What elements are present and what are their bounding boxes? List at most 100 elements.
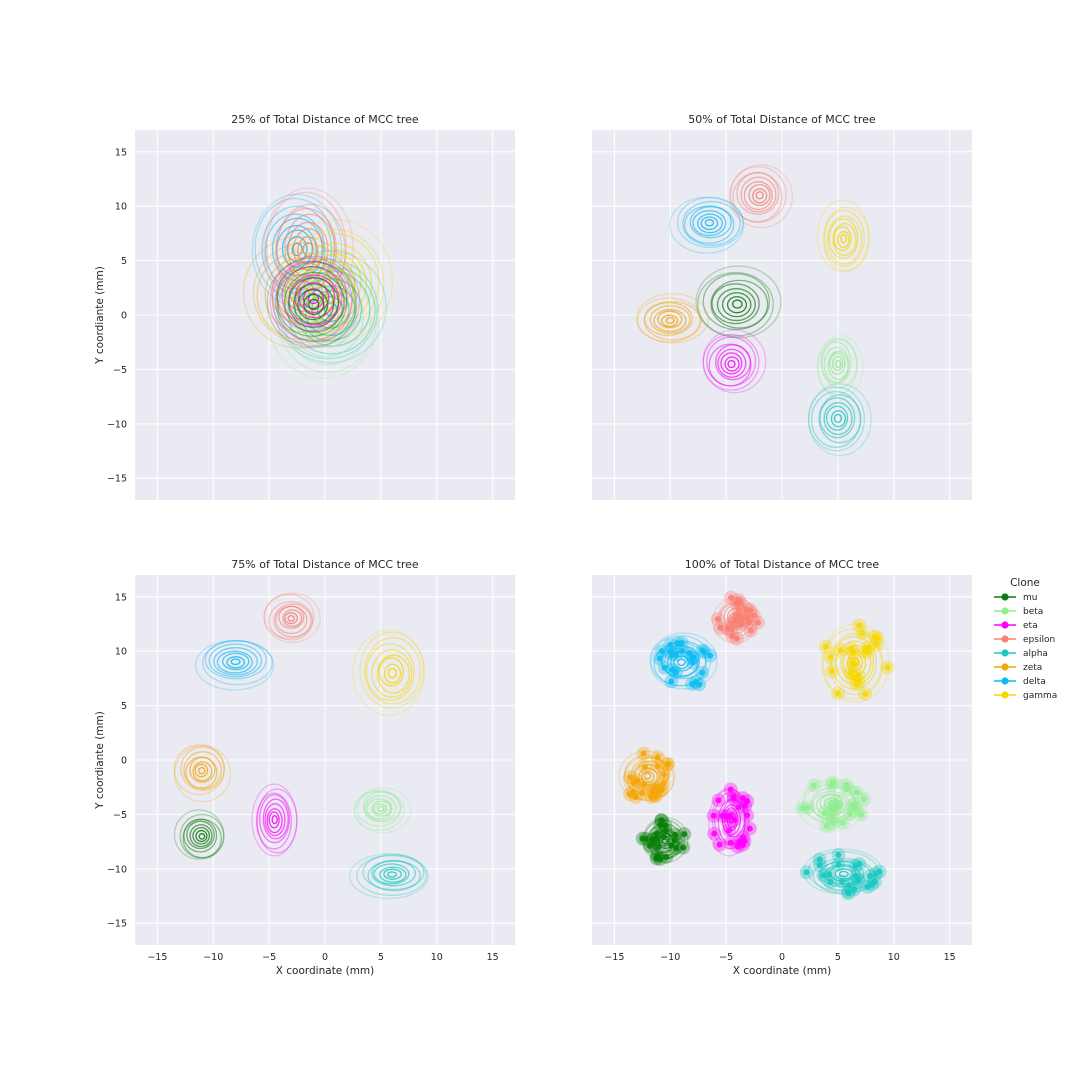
contour-gamma xyxy=(832,222,857,257)
x-tick-label: −5 xyxy=(262,952,276,963)
contour-zeta xyxy=(173,745,232,803)
legend-item-epsilon: epsilon xyxy=(994,635,1055,645)
contour-eta xyxy=(702,329,767,394)
point-epsilon xyxy=(733,635,740,642)
point-alpha xyxy=(820,872,827,879)
contour-zeta xyxy=(634,763,661,787)
contour-epsilon xyxy=(752,188,768,204)
contour-gamma xyxy=(383,663,402,684)
point-eta xyxy=(715,797,722,804)
contour-beta xyxy=(371,800,392,817)
point-alpha xyxy=(846,882,853,889)
panel-25-percent: −15 −10 −5 0 5 10 15 25% of Total Distance of M… xyxy=(94,113,515,500)
contour-zeta xyxy=(636,293,709,344)
contour-eta xyxy=(727,359,736,369)
contour-mu xyxy=(195,829,208,843)
point-beta xyxy=(846,810,853,817)
point-gamma xyxy=(871,633,878,640)
contour-beta xyxy=(823,346,850,383)
contour-epsilon xyxy=(278,605,305,629)
cluster-beta xyxy=(816,335,864,399)
legend-label: gamma xyxy=(1023,691,1057,701)
legend-label: epsilon xyxy=(1023,635,1055,645)
point-eta xyxy=(730,793,737,800)
point-gamma xyxy=(848,646,855,653)
point-gamma xyxy=(856,622,863,629)
y-tick-label: 0 xyxy=(121,756,127,767)
cluster-zeta xyxy=(618,746,676,805)
point-beta xyxy=(829,779,836,786)
contour-alpha xyxy=(807,383,872,457)
contour-epsilon xyxy=(282,609,303,628)
contour-zeta xyxy=(640,770,655,784)
point-alpha xyxy=(838,878,845,885)
legend-marker xyxy=(1001,607,1009,615)
cluster-mu xyxy=(173,809,225,860)
point-zeta xyxy=(641,781,648,788)
contour-mu xyxy=(297,289,329,321)
x-axis-label: X coordinate (mm) xyxy=(276,965,375,977)
point-mu xyxy=(646,842,653,849)
point-eta xyxy=(719,812,726,819)
contour-eta xyxy=(256,788,298,854)
point-gamma xyxy=(847,669,854,676)
point-alpha xyxy=(803,869,810,876)
contour-gamma xyxy=(816,199,870,273)
contour-epsilon xyxy=(302,242,314,257)
contour-alpha xyxy=(362,854,425,891)
cluster-gamma xyxy=(352,629,426,716)
y-tick-label: −5 xyxy=(113,810,127,821)
point-mu xyxy=(639,835,646,842)
y-tick-label: 0 xyxy=(121,311,127,322)
cluster-alpha xyxy=(799,847,887,901)
y-tick-label: −15 xyxy=(107,474,127,485)
point-mu xyxy=(653,830,660,837)
point-gamma xyxy=(873,641,880,648)
contour-delta xyxy=(226,656,246,669)
contour-epsilon xyxy=(287,615,295,622)
contour-eta xyxy=(717,348,747,378)
contour-zeta xyxy=(252,242,354,344)
contour-delta xyxy=(676,197,744,248)
contour-gamma xyxy=(822,628,884,700)
point-delta xyxy=(658,648,665,655)
contour-mu xyxy=(275,261,356,343)
point-beta xyxy=(799,805,806,812)
point-delta xyxy=(689,659,696,666)
panel-title: 75% of Total Distance of MCC tree xyxy=(231,558,419,571)
point-eta xyxy=(735,804,742,811)
y-tick-label: 15 xyxy=(115,592,127,603)
contour-eta xyxy=(302,288,325,310)
point-beta xyxy=(828,811,835,818)
contour-mu xyxy=(179,813,225,859)
contour-eta xyxy=(721,804,742,836)
point-gamma xyxy=(822,643,829,650)
point-beta xyxy=(839,819,846,826)
contour-mu xyxy=(287,277,339,329)
point-delta xyxy=(667,648,674,655)
contour-zeta xyxy=(192,761,213,782)
cluster-beta xyxy=(795,775,872,833)
point-mu xyxy=(660,834,667,841)
cluster-zeta xyxy=(173,744,232,803)
point-gamma xyxy=(850,674,857,681)
contour-delta xyxy=(281,229,313,269)
contour-zeta xyxy=(618,750,676,801)
contour-eta xyxy=(271,815,278,825)
point-alpha xyxy=(827,878,834,885)
contour-mu xyxy=(192,826,211,845)
x-tick-label: 10 xyxy=(888,952,900,963)
cluster-alpha xyxy=(807,383,872,457)
contour-delta xyxy=(291,242,303,257)
contour-alpha xyxy=(273,250,387,364)
x-tick-label: 0 xyxy=(322,952,328,963)
contour-eta xyxy=(264,803,286,837)
contour-mu xyxy=(266,257,358,349)
panel-title: 25% of Total Distance of MCC tree xyxy=(231,113,419,126)
point-eta xyxy=(710,812,717,819)
legend-item-zeta: zeta xyxy=(994,663,1042,673)
contour-gamma xyxy=(826,215,863,265)
legend-marker xyxy=(1001,593,1009,601)
y-tick-label: −10 xyxy=(107,864,127,875)
contour-zeta xyxy=(665,317,675,324)
